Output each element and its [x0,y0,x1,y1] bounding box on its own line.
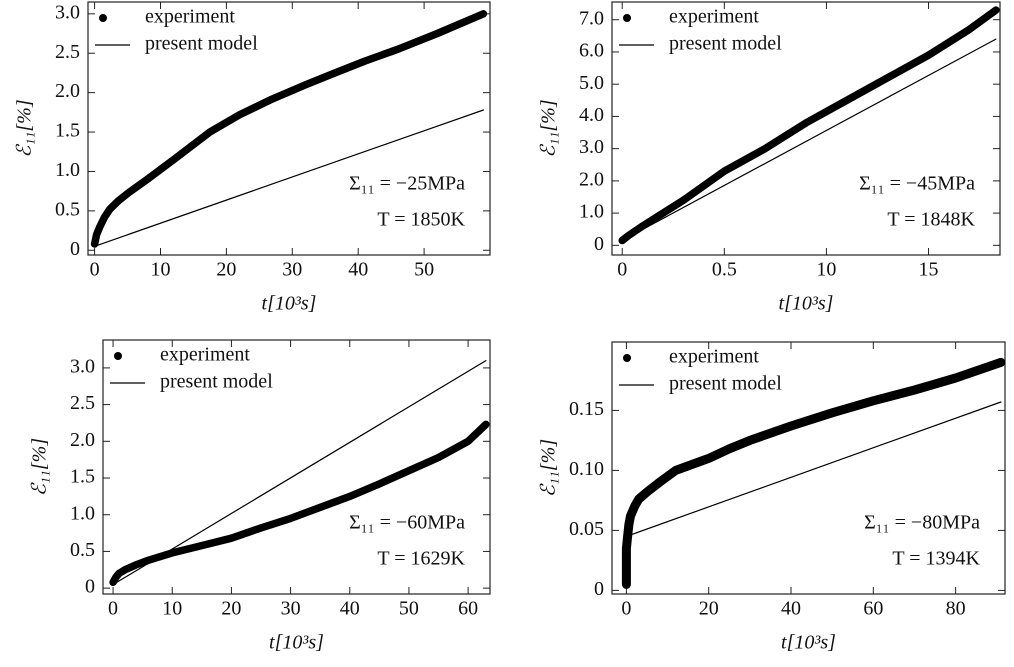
experiment-points [109,420,490,587]
annotation: Σ₁₁ = −80MPa [864,512,980,534]
model-line [621,38,997,242]
legend-label: present model [160,371,273,393]
y-tick-label: 3.0 [55,1,80,23]
y-tick-label: 0.15 [569,398,604,420]
y-tick-label: 0.5 [55,198,80,220]
y-tick-label: 7.0 [579,7,604,29]
x-axis-label: t[10³s] [779,293,834,315]
y-tick-label: 4.0 [579,104,604,126]
y-tick-label: 2.0 [55,80,80,102]
x-tick-label: 10 [162,598,182,620]
x-tick-label: 60 [458,598,478,620]
model-line [625,401,1002,537]
x-axis-label: t[10³s] [781,632,836,654]
y-tick-label: 0 [85,576,95,598]
y-tick-label: 0 [594,578,604,600]
y-tick-label: 0 [70,238,80,260]
legend-dot [114,352,122,360]
annotation: Σ₁₁ = −45MPa [859,173,975,195]
y-tick-label: 1.0 [579,201,604,223]
x-tick-label: 10 [150,259,170,281]
y-tick-label: 1.5 [70,466,95,488]
y-axis-label: ℰ₁₁[%] [538,439,560,497]
y-tick-label: 0.05 [569,518,604,540]
y-tick-label: 0.10 [569,458,604,480]
x-tick-label: 40 [340,598,360,620]
plot-frame [611,1,1001,256]
x-tick-label: 80 [946,598,966,620]
y-tick-label: 3.0 [579,136,604,158]
y-tick-label: 1.5 [55,120,80,142]
model-line [94,109,484,247]
annotation: T = 1629K [377,548,465,570]
y-tick-label: 0.5 [70,539,95,561]
x-tick-label: 20 [216,259,236,281]
x-tick-label: 50 [414,259,434,281]
experiment-points [90,10,488,248]
annotation: T = 1850K [377,209,465,231]
x-tick-label: 20 [221,598,241,620]
x-tick-label: 40 [781,598,801,620]
y-tick-label: 6.0 [579,40,604,62]
y-tick-label: 2.5 [55,41,80,63]
legend-dot [623,14,631,22]
annotation: Σ₁₁ = −25MPa [349,173,465,195]
x-tick-label: 15 [919,259,939,281]
y-tick-label: 2.0 [70,429,95,451]
annotation: T = 1394K [892,548,980,570]
y-tick-label: 0 [594,233,604,255]
model-line [112,360,487,586]
annotation: Σ₁₁ = −60MPa [349,512,465,534]
x-tick-label: 0 [621,598,631,620]
annotation: T = 1848K [887,209,975,231]
x-tick-label: 0 [108,598,118,620]
legend-label: present model [669,33,782,55]
x-tick-label: 30 [282,259,302,281]
y-axis-label: ℰ₁₁[%] [14,99,36,157]
experiment-points [618,6,1000,245]
legend-label: experiment [145,6,235,28]
y-tick-label: 2.0 [579,168,604,190]
x-tick-label: 40 [348,259,368,281]
y-tick-label: 2.5 [70,392,95,414]
legend-label: present model [145,33,258,55]
x-tick-label: 50 [399,598,419,620]
experiment-points [621,357,1006,589]
y-tick-label: 3.0 [70,355,95,377]
x-axis-label: t[10³s] [269,632,324,654]
x-tick-label: 0 [90,259,100,281]
x-tick-label: 0 [617,259,627,281]
x-tick-label: 10 [816,259,836,281]
legend-dot [623,354,631,362]
y-tick-label: 1.0 [55,159,80,181]
x-axis-label: t[10³s] [262,293,317,315]
legend-dot [99,14,107,22]
y-axis-label: ℰ₁₁[%] [29,438,51,496]
legend-label: experiment [160,344,250,366]
legend-label: experiment [669,6,759,28]
plot-frame [87,1,491,256]
x-tick-label: 20 [699,598,719,620]
x-tick-label: 30 [281,598,301,620]
x-tick-label: 60 [863,598,883,620]
legend-label: present model [669,373,782,395]
x-tick-label: 0.5 [712,259,737,281]
legend-label: experiment [669,346,759,368]
y-tick-label: 1.0 [70,502,95,524]
plot-frame [102,339,491,595]
y-axis-label: ℰ₁₁[%] [538,99,560,157]
y-tick-label: 5.0 [579,72,604,94]
plot-frame [611,341,1006,595]
